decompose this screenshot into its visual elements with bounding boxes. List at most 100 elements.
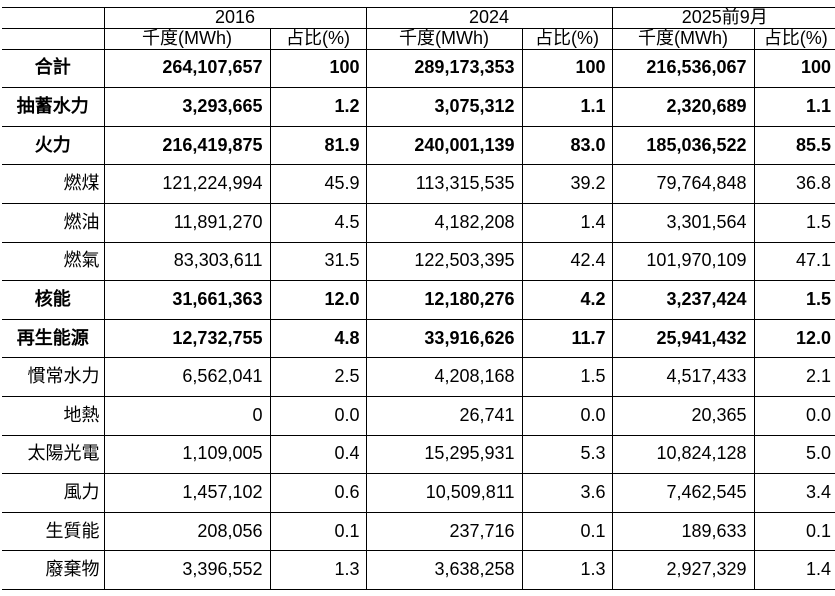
row-label: 燃油	[2, 202, 105, 243]
row-label: 再生能源	[2, 318, 105, 359]
mwh-value-cell: 11,891,270	[103, 202, 271, 243]
mwh-value-cell: 12,180,276	[365, 280, 523, 320]
pct-value-cell: 1.3	[521, 550, 613, 590]
mwh-value-cell: 26,741	[365, 395, 523, 436]
row-label: 燃氣	[2, 241, 105, 282]
mwh-value-cell: 2,320,689	[611, 87, 755, 127]
mwh-value-cell: 31,661,363	[103, 280, 271, 320]
mwh-value-cell: 2,927,329	[611, 550, 755, 590]
pct-value-cell: 3.4	[753, 473, 835, 513]
pct-value-cell: 4.2	[521, 280, 613, 320]
mwh-value-cell: 3,301,564	[611, 202, 755, 243]
mwh-value-cell: 216,419,875	[103, 125, 271, 166]
pct-value-cell: 0.1	[269, 511, 367, 552]
table-body: 合計 264,107,657 100 289,173,353 100 216,536,06…	[2, 48, 835, 590]
mwh-value-cell: 113,315,535	[365, 164, 523, 204]
year-header-row: 2016 2024 2025前9月	[2, 7, 835, 29]
mwh-value-cell: 25,941,432	[611, 318, 755, 359]
mwh-value-cell: 0	[103, 395, 271, 436]
pct-value-cell: 1.4	[521, 202, 613, 243]
mwh-value-cell: 101,970,109	[611, 241, 755, 282]
corner-cell	[2, 27, 105, 50]
table-row: 合計 264,107,657 100 289,173,353 100 216,536,06…	[2, 48, 835, 89]
table-row: 風力 1,457,102 0.6 10,509,811 3.6 7,462,545 3.4	[2, 473, 835, 513]
row-label: 地熱	[2, 395, 105, 436]
pct-value-cell: 85.5	[753, 125, 835, 166]
mwh-value-cell: 122,503,395	[365, 241, 523, 282]
table-row: 抽蓄水力 3,293,665 1.2 3,075,312 1.1 2,320,689 1.1	[2, 87, 835, 127]
subheader-pct: 占比(%)	[753, 27, 835, 50]
pct-value-cell: 0.0	[521, 395, 613, 436]
pct-value-cell: 83.0	[521, 125, 613, 166]
pct-value-cell: 1.5	[753, 202, 835, 243]
pct-value-cell: 1.5	[753, 280, 835, 320]
mwh-value-cell: 20,365	[611, 395, 755, 436]
pct-value-cell: 0.1	[521, 511, 613, 552]
mwh-value-cell: 33,916,626	[365, 318, 523, 359]
pct-value-cell: 47.1	[753, 241, 835, 282]
pct-value-cell: 11.7	[521, 318, 613, 359]
mwh-value-cell: 208,056	[103, 511, 271, 552]
mwh-value-cell: 121,224,994	[103, 164, 271, 204]
mwh-value-cell: 7,462,545	[611, 473, 755, 513]
pct-value-cell: 31.5	[269, 241, 367, 282]
mwh-value-cell: 185,036,522	[611, 125, 755, 166]
pct-value-cell: 1.4	[753, 550, 835, 590]
table-row: 生質能 208,056 0.1 237,716 0.1 189,633 0.1	[2, 511, 835, 552]
pct-value-cell: 1.1	[753, 87, 835, 127]
mwh-value-cell: 1,109,005	[103, 434, 271, 475]
pct-value-cell: 0.4	[269, 434, 367, 475]
table-row: 燃氣 83,303,611 31.5 122,503,395 42.4 101,970,1…	[2, 241, 835, 282]
row-label: 廢棄物	[2, 550, 105, 590]
year-header-2024: 2024	[365, 7, 613, 29]
pct-value-cell: 3.6	[521, 473, 613, 513]
row-label: 太陽光電	[2, 434, 105, 475]
pct-value-cell: 1.1	[521, 87, 613, 127]
pct-value-cell: 39.2	[521, 164, 613, 204]
pct-value-cell: 0.1	[753, 511, 835, 552]
table-row: 地熱 0 0.0 26,741 0.0 20,365 0.0	[2, 395, 835, 436]
row-label: 核能	[2, 280, 105, 320]
table-row: 太陽光電 1,109,005 0.4 15,295,931 5.3 10,824,128 5…	[2, 434, 835, 475]
pct-value-cell: 5.0	[753, 434, 835, 475]
table-row: 廢棄物 3,396,552 1.3 3,638,258 1.3 2,927,329 1.4	[2, 550, 835, 590]
pct-value-cell: 0.0	[269, 395, 367, 436]
mwh-value-cell: 216,536,067	[611, 48, 755, 89]
pct-value-cell: 0.6	[269, 473, 367, 513]
pct-value-cell: 45.9	[269, 164, 367, 204]
subheader-mwh: 千度(MWh)	[103, 27, 271, 50]
table-row: 火力 216,419,875 81.9 240,001,139 83.0 185,036,…	[2, 125, 835, 166]
table-row: 核能 31,661,363 12.0 12,180,276 4.2 3,237,424 1.…	[2, 280, 835, 320]
mwh-value-cell: 83,303,611	[103, 241, 271, 282]
subheader-mwh: 千度(MWh)	[365, 27, 523, 50]
mwh-value-cell: 10,824,128	[611, 434, 755, 475]
pct-value-cell: 2.1	[753, 357, 835, 397]
pct-value-cell: 2.5	[269, 357, 367, 397]
pct-value-cell: 4.5	[269, 202, 367, 243]
mwh-value-cell: 3,075,312	[365, 87, 523, 127]
corner-cell	[2, 7, 105, 29]
mwh-value-cell: 4,182,208	[365, 202, 523, 243]
pct-value-cell: 1.2	[269, 87, 367, 127]
pct-value-cell: 12.0	[753, 318, 835, 359]
table-row: 燃煤 121,224,994 45.9 113,315,535 39.2 79,764,8…	[2, 164, 835, 204]
mwh-value-cell: 4,208,168	[365, 357, 523, 397]
mwh-value-cell: 3,237,424	[611, 280, 755, 320]
mwh-value-cell: 289,173,353	[365, 48, 523, 89]
pct-value-cell: 36.8	[753, 164, 835, 204]
pct-value-cell: 100	[269, 48, 367, 89]
pct-value-cell: 12.0	[269, 280, 367, 320]
mwh-value-cell: 3,638,258	[365, 550, 523, 590]
mwh-value-cell: 240,001,139	[365, 125, 523, 166]
pct-value-cell: 1.3	[269, 550, 367, 590]
row-label: 慣常水力	[2, 357, 105, 397]
mwh-value-cell: 15,295,931	[365, 434, 523, 475]
row-label: 風力	[2, 473, 105, 513]
subheader-pct: 占比(%)	[521, 27, 613, 50]
table-row: 再生能源 12,732,755 4.8 33,916,626 11.7 25,941,43…	[2, 318, 835, 359]
pct-value-cell: 100	[521, 48, 613, 89]
power-generation-table: 2016 2024 2025前9月 千度(MWh) 占比(%) 千度(MWh) …	[2, 7, 835, 590]
row-label: 抽蓄水力	[2, 87, 105, 127]
row-label: 合計	[2, 48, 105, 89]
mwh-value-cell: 6,562,041	[103, 357, 271, 397]
